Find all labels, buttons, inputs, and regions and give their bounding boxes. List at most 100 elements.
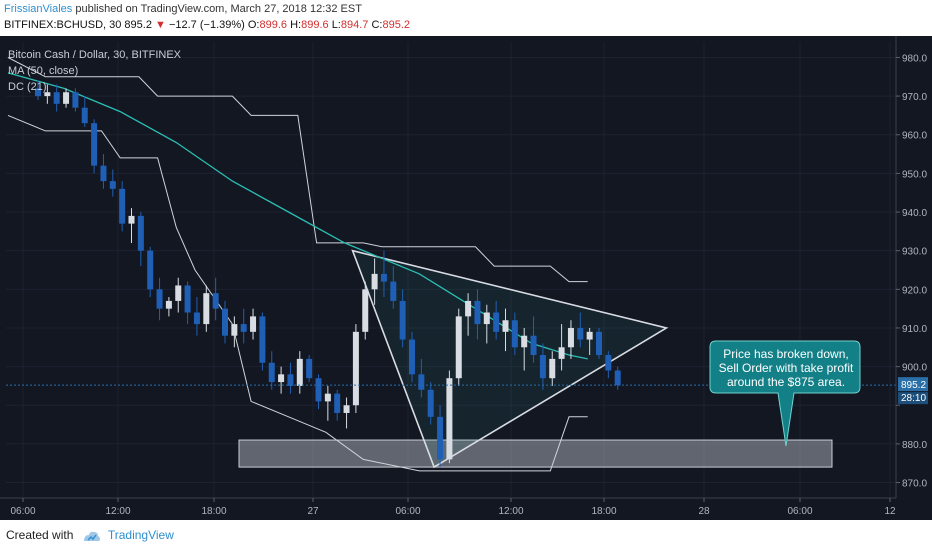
candles	[35, 80, 621, 468]
candle-body	[193, 312, 200, 325]
y-tick-label: 910.0	[902, 324, 927, 335]
close-value: 895.2	[382, 19, 410, 31]
low-label: L:	[331, 19, 341, 31]
price-chart[interactable]: 870.0 880.0 900.0 910.0 920.0 930.0 940.0 950.0…	[0, 36, 932, 520]
last-price: 895.2	[124, 19, 152, 31]
x-tick-label: 12:00	[498, 506, 523, 517]
ohlc-line: BITFINEX:BCHUSD, 30 895.2 ▼ −12.7 (−1.39…	[4, 19, 410, 31]
donchian-lower-line	[7, 114, 588, 472]
candle-body	[577, 327, 584, 340]
candle-body	[63, 92, 70, 104]
candle-body	[493, 312, 500, 332]
y-tick-label: 900.0	[902, 363, 927, 374]
close-label: C:	[371, 19, 383, 31]
candle-body	[306, 358, 313, 379]
open-label: O:	[247, 19, 260, 31]
donchian-channel	[7, 57, 588, 472]
candle-body	[315, 378, 322, 402]
candle-body	[296, 358, 303, 386]
target-zone	[238, 439, 833, 468]
x-axis[interactable]: 06:00 12:00 18:00 27 06:00 12:00 18:00 28 06:00 1…	[0, 497, 896, 517]
candle-body	[91, 123, 98, 166]
candle-body	[502, 320, 509, 332]
y-tick-label: 880.0	[902, 440, 927, 451]
candle-body	[250, 316, 257, 332]
candle-body	[567, 327, 574, 348]
candle-body	[278, 374, 285, 383]
y-tick-label: 940.0	[902, 208, 927, 219]
candle-body	[109, 181, 116, 189]
candle-body	[81, 107, 88, 124]
candle-body	[390, 281, 397, 301]
footer-bar: Created with TradingView	[0, 520, 932, 550]
candle-body	[596, 331, 602, 356]
candle-body	[222, 308, 228, 336]
legend-dc[interactable]: DC (21)	[8, 81, 47, 93]
candle-body	[530, 335, 537, 356]
candle-body	[184, 285, 191, 313]
candle-body	[614, 370, 621, 386]
candle-body	[446, 378, 453, 460]
candle-body	[362, 289, 369, 332]
candle-body	[324, 393, 331, 402]
candle-body	[165, 300, 172, 309]
candle-body	[549, 358, 556, 379]
candle-body	[409, 339, 415, 375]
y-tick-label: 870.0	[902, 479, 927, 490]
author-link[interactable]: FrissianViales	[4, 3, 73, 15]
candle-body	[119, 188, 126, 224]
candle-body	[175, 285, 182, 301]
x-tick-label: 06:00	[10, 506, 35, 517]
y-tick-label: 970.0	[902, 92, 927, 103]
candle-body	[268, 362, 275, 383]
y-tick-label: 930.0	[902, 247, 927, 258]
countdown-tag-label: 28:10	[901, 393, 926, 404]
x-tick-label: 06:00	[395, 506, 420, 517]
footer-credit: Created with TradingView	[6, 528, 174, 542]
candle-body	[474, 300, 481, 325]
candle-body	[212, 293, 219, 309]
candle-body	[483, 312, 490, 325]
candle-body	[605, 355, 612, 371]
candle-body	[156, 289, 163, 309]
y-tick-label: 980.0	[902, 53, 927, 64]
candle-body	[521, 335, 528, 348]
price-change: −12.7 (−1.39%)	[168, 19, 245, 31]
publish-line: FrissianViales published on TradingView.…	[4, 3, 362, 15]
x-tick-label: 06:00	[787, 506, 812, 517]
grid	[6, 42, 896, 498]
tradingview-brand[interactable]: TradingView	[107, 528, 174, 542]
created-with-text: Created with	[6, 528, 74, 542]
countdown-tag	[898, 392, 928, 405]
annotation-callout[interactable]: Price has broken down, Sell Order with t…	[709, 340, 861, 447]
y-axis[interactable]: 870.0 880.0 900.0 910.0 920.0 930.0 940.0 950.0…	[895, 36, 932, 520]
donchian-upper-line	[7, 57, 588, 283]
candle-body	[418, 374, 425, 390]
candle-body	[586, 331, 593, 340]
y-tick-label: 950.0	[902, 169, 927, 180]
callout-shape	[709, 340, 861, 447]
callout-line2: Sell Order with take profit	[719, 361, 854, 375]
publish-info: published on TradingView.com, March 27, …	[75, 3, 362, 15]
candle-body	[259, 316, 266, 363]
last-price-tag-label: 895.2	[901, 380, 926, 391]
x-tick-label: 28	[698, 506, 710, 517]
candle-body	[72, 92, 79, 108]
candle-body	[437, 416, 444, 460]
candle-body	[334, 393, 341, 413]
candle-body	[371, 273, 378, 290]
candle-body	[147, 250, 154, 290]
legend-ma[interactable]: MA (50, close)	[8, 65, 78, 77]
y-axis-panel	[896, 36, 932, 520]
chart-area[interactable]: 870.0 880.0 900.0 910.0 920.0 930.0 940.0 950.0…	[0, 36, 932, 520]
x-tick-label: 18:00	[591, 506, 616, 517]
candle-body	[511, 320, 518, 348]
low-value: 894.7	[340, 19, 369, 31]
candle-body	[231, 324, 238, 336]
x-tick-label: 18:00	[201, 506, 226, 517]
candle-body	[287, 374, 294, 386]
candle-body	[240, 324, 247, 332]
x-tick-label: 12	[884, 506, 896, 517]
candle-body	[343, 405, 350, 413]
candle-body	[128, 215, 135, 224]
